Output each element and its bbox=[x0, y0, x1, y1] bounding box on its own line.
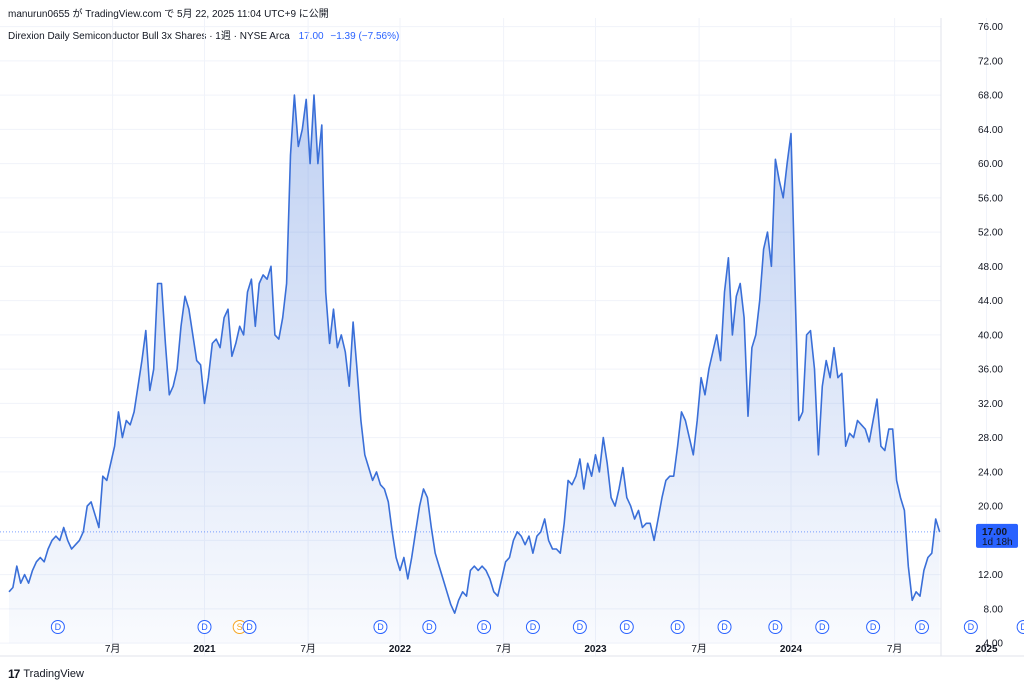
price-tick-label: 64.00 bbox=[978, 125, 1003, 136]
event-badge-letter: D bbox=[968, 622, 975, 632]
time-tick-label: 2022 bbox=[389, 644, 412, 655]
event-badge-letter: D bbox=[55, 622, 62, 632]
event-badge-letter: D bbox=[624, 622, 631, 632]
price-tick-label: 4.00 bbox=[984, 639, 1004, 650]
dividend-event-icon[interactable]: D bbox=[768, 620, 783, 634]
time-tick-label: 7月 bbox=[105, 643, 121, 655]
event-badge-circle bbox=[914, 620, 929, 634]
price-area-fill bbox=[9, 95, 940, 644]
price-tick-label: 28.00 bbox=[978, 433, 1003, 444]
event-badge-letter: D bbox=[870, 622, 877, 632]
event-badge-circle bbox=[50, 620, 65, 634]
event-badge-letter: D bbox=[201, 622, 208, 632]
event-badge-circle bbox=[619, 620, 634, 634]
event-badge-letter: D bbox=[1020, 622, 1024, 632]
dividend-event-icon[interactable]: D bbox=[242, 620, 257, 634]
dividend-event-icon[interactable]: D bbox=[477, 620, 492, 634]
event-badge-circle bbox=[670, 620, 685, 634]
event-badge-letter: D bbox=[530, 622, 537, 632]
price-tick-label: 12.00 bbox=[978, 570, 1003, 581]
time-tick-label: 2025 bbox=[975, 644, 998, 655]
price-tick-label: 52.00 bbox=[978, 228, 1003, 239]
dividend-event-icon[interactable]: D bbox=[815, 620, 830, 634]
event-badge-letter: D bbox=[481, 622, 488, 632]
event-badge-letter: D bbox=[819, 622, 826, 632]
event-badge-circle bbox=[197, 620, 212, 634]
dividend-event-icon[interactable]: D bbox=[914, 620, 929, 634]
dividend-event-icon[interactable]: D bbox=[373, 620, 388, 634]
dividend-event-icon[interactable]: D bbox=[525, 620, 540, 634]
price-tick-label: 56.00 bbox=[978, 193, 1003, 204]
price-tick-label: 72.00 bbox=[978, 56, 1003, 67]
dividend-event-icon[interactable]: D bbox=[422, 620, 437, 634]
event-badge-circle bbox=[963, 620, 978, 634]
symbol-title: Direxion Daily Semiconductor Bull 3x Sha… bbox=[8, 31, 290, 42]
price-tick-label: 48.00 bbox=[978, 262, 1003, 273]
event-badge-letter: D bbox=[377, 622, 384, 632]
last-price-box bbox=[976, 523, 1018, 548]
price-line bbox=[8, 94, 941, 614]
dividend-event-icon[interactable]: D bbox=[866, 620, 881, 634]
publish-info: manurun0655 が TradingView.com で 5月 22, 2… bbox=[8, 9, 329, 20]
price-tick-label: 8.00 bbox=[984, 604, 1004, 615]
event-badge-circle bbox=[422, 620, 437, 634]
time-axis[interactable]: 7月20217月20227月20237月20247月20257月 bbox=[105, 643, 1024, 655]
time-tick-label: 7月 bbox=[300, 643, 316, 655]
dividend-event-icon[interactable]: D bbox=[717, 620, 732, 634]
time-tick-label: 7月 bbox=[887, 643, 903, 655]
tradingview-logo-icon: 17 bbox=[8, 667, 20, 681]
event-badge-letter: D bbox=[721, 622, 728, 632]
event-badge-circle bbox=[572, 620, 587, 634]
price-tick-label: 32.00 bbox=[978, 399, 1003, 410]
event-badge-letter: D bbox=[246, 622, 253, 632]
price-tick-label: 20.00 bbox=[978, 502, 1003, 513]
price-tick-label: 68.00 bbox=[978, 91, 1003, 102]
legend-price: 17.00 bbox=[298, 31, 324, 42]
dividend-event-icon[interactable]: D bbox=[963, 620, 978, 634]
dividend-event-icon[interactable]: D bbox=[670, 620, 685, 634]
event-badge-circle bbox=[768, 620, 783, 634]
dividend-event-icon[interactable]: D bbox=[197, 620, 212, 634]
price-tick-label: 36.00 bbox=[978, 365, 1003, 376]
price-tick-label: 40.00 bbox=[978, 330, 1003, 341]
time-tick-label: 7月 bbox=[691, 643, 707, 655]
event-badge-letter: D bbox=[674, 622, 681, 632]
event-badge-circle bbox=[525, 620, 540, 634]
price-tick-label: 60.00 bbox=[978, 159, 1003, 170]
event-badge-letter: D bbox=[426, 622, 433, 632]
last-price-label: 17.00 1d 18h bbox=[976, 523, 1018, 548]
dividend-event-icon[interactable]: D bbox=[1016, 620, 1024, 634]
brand-name: TradingView bbox=[23, 668, 84, 680]
price-tick-label: 76.00 bbox=[978, 22, 1003, 33]
dividend-event-icon[interactable]: D bbox=[572, 620, 587, 634]
time-tick-label: 2023 bbox=[584, 644, 607, 655]
price-axis[interactable]: 4.008.0012.0016.0020.0024.0028.0032.0036… bbox=[978, 22, 1003, 650]
bar-countdown: 1d 18h bbox=[982, 537, 1013, 548]
event-badge-circle bbox=[242, 620, 257, 634]
legend-change: −1.39 (−7.56%) bbox=[330, 31, 400, 42]
tradingview-brand[interactable]: 17 TradingView bbox=[8, 667, 84, 681]
event-badge-circle bbox=[866, 620, 881, 634]
event-badge-circle bbox=[815, 620, 830, 634]
time-tick-label: 7月 bbox=[496, 643, 512, 655]
event-badge-circle bbox=[717, 620, 732, 634]
event-badge-letter: S bbox=[237, 622, 243, 632]
price-tick-label: 44.00 bbox=[978, 296, 1003, 307]
event-badge-circle bbox=[373, 620, 388, 634]
symbol-legend: Direxion Daily Semiconductor Bull 3x Sha… bbox=[8, 27, 399, 42]
price-tick-label: 24.00 bbox=[978, 467, 1003, 478]
dividend-event-icon[interactable]: D bbox=[619, 620, 634, 634]
event-badge-letter: D bbox=[577, 622, 584, 632]
event-badge-circle bbox=[477, 620, 492, 634]
event-badge-letter: D bbox=[919, 622, 926, 632]
last-price-value: 17.00 bbox=[982, 527, 1007, 538]
dividend-event-icon[interactable]: D bbox=[50, 620, 65, 634]
time-tick-label: 2021 bbox=[193, 644, 216, 655]
event-badge-letter: D bbox=[772, 622, 779, 632]
time-tick-label: 2024 bbox=[780, 644, 803, 655]
